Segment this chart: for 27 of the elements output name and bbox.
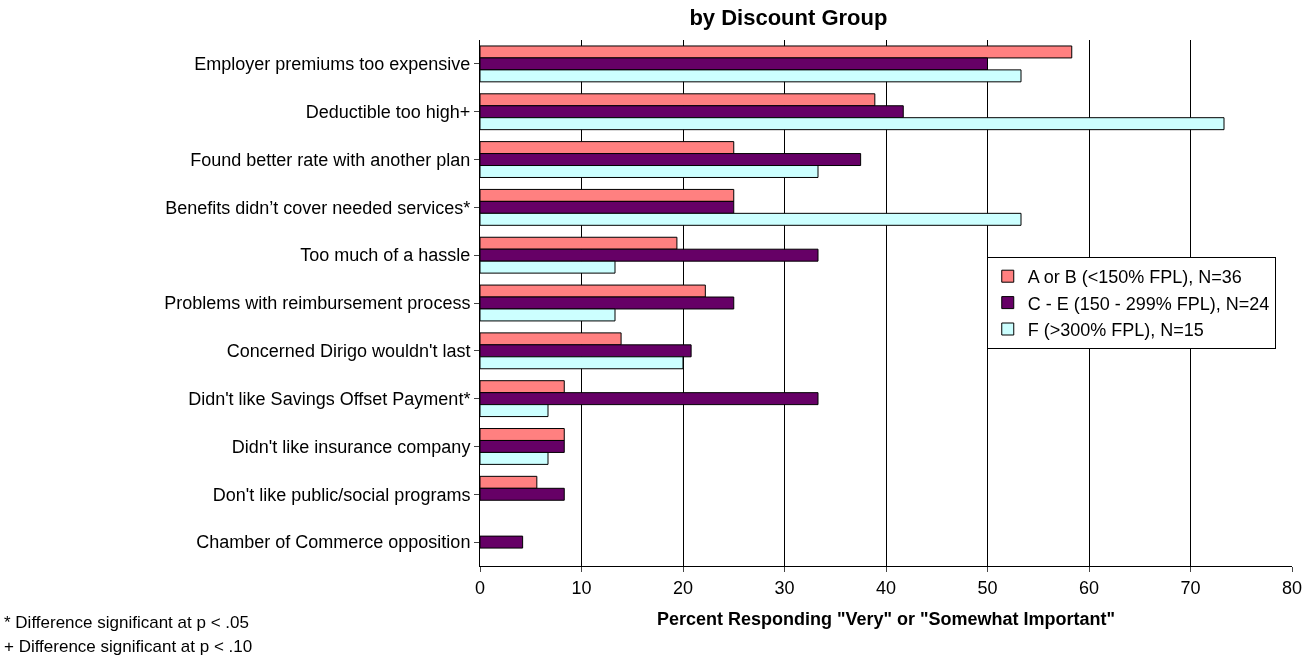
text: + Difference significant at p < .10 bbox=[4, 637, 253, 656]
x-tick-label: 0 bbox=[474, 577, 486, 598]
y-tick-label: Concerned Dirigo wouldn't last bbox=[226, 341, 471, 362]
x-tick-label: 20 bbox=[672, 577, 694, 598]
y-tick-label: Chamber of Commerce opposition bbox=[196, 532, 471, 553]
x-tick-label: 30 bbox=[774, 577, 795, 598]
legend-label: F (>300% FPL), N=15 bbox=[1027, 320, 1204, 341]
y-tick-label: Too much of a hassle bbox=[300, 245, 471, 266]
chart-title: by Discount Group bbox=[689, 5, 888, 31]
y-tick-label: Deductible too high+ bbox=[305, 102, 471, 123]
legend-label: A or B (<150% FPL), N=36 bbox=[1027, 267, 1242, 288]
y-tick-label: Didn't like Savings Offset Payment* bbox=[188, 388, 471, 409]
x-tick-label: 50 bbox=[977, 577, 998, 598]
y-tick-label: Problems with reimbursement process bbox=[164, 293, 471, 314]
x-tick-label: 70 bbox=[1180, 577, 1201, 598]
x-tick-label: 40 bbox=[875, 577, 897, 598]
y-tick-label: Don't like public/social programs bbox=[212, 484, 471, 505]
x-tick-label: 60 bbox=[1078, 577, 1100, 598]
legend-label: C - E (150 - 299% FPL), N=24 bbox=[1027, 293, 1270, 314]
text: * Difference significant at p < .05 bbox=[4, 613, 249, 632]
x-tick-label: 80 bbox=[1281, 577, 1303, 598]
x-tick-label: 10 bbox=[571, 577, 592, 598]
y-tick-label: Found better rate with another plan bbox=[190, 149, 471, 170]
y-tick-label: Didn't like insurance company bbox=[231, 436, 471, 457]
y-tick-label: Employer premiums too expensive bbox=[194, 54, 471, 75]
x-axis-title: Percent Responding "Very" or "Somewhat Important" bbox=[656, 608, 1116, 629]
y-tick-label: Benefits didn’t cover needed services* bbox=[165, 197, 471, 218]
